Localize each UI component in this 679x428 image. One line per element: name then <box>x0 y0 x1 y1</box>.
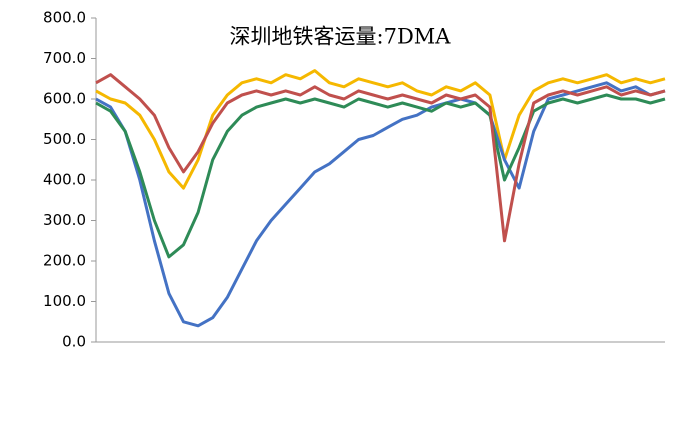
y-tick-label: 0.0 <box>62 333 86 351</box>
y-tick-label: 300.0 <box>43 211 86 229</box>
line-series <box>95 93 666 259</box>
y-tick-label: 100.0 <box>43 292 86 310</box>
y-tick-label: 500.0 <box>43 130 86 148</box>
line-series <box>95 69 666 190</box>
y-tick-label: 700.0 <box>43 49 86 67</box>
y-tick-label: 200.0 <box>43 252 86 270</box>
y-tick-label: 400.0 <box>43 171 86 189</box>
y-tick-label: 600.0 <box>43 90 86 108</box>
line-series <box>95 73 666 243</box>
y-tick-label: 800.0 <box>43 9 86 27</box>
chart-title: 深圳地铁客运量:7DMA <box>230 25 452 49</box>
